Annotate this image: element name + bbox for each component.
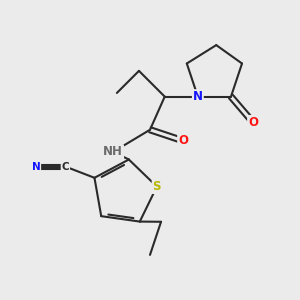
Text: O: O — [178, 134, 188, 147]
Text: NH: NH — [103, 145, 123, 158]
Text: S: S — [153, 180, 161, 193]
Text: C: C — [61, 162, 69, 172]
Text: N: N — [193, 90, 203, 103]
Text: O: O — [248, 116, 258, 129]
Text: N: N — [32, 162, 40, 172]
